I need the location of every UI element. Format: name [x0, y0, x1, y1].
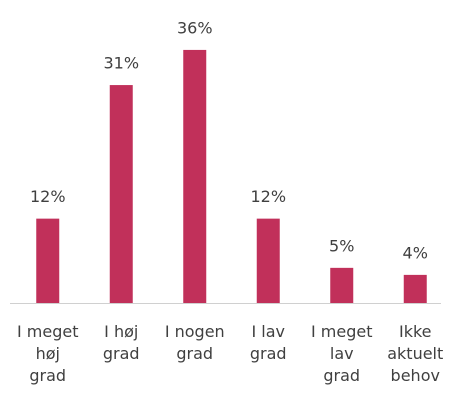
x-tick-label: I høj grad — [103, 322, 140, 363]
x-tick-label: Ikke aktuelt behov — [387, 322, 443, 385]
bar — [403, 274, 427, 303]
bar — [183, 49, 207, 303]
x-tick-label: I meget lav grad — [311, 322, 373, 385]
data-label: 36% — [177, 18, 213, 37]
bar — [109, 85, 133, 303]
data-label: 4% — [403, 243, 428, 262]
bar — [330, 267, 354, 303]
data-label: 31% — [103, 54, 139, 73]
x-tick-label: I lav grad — [250, 322, 287, 363]
x-tick-label: I meget høj grad — [17, 322, 79, 385]
data-label: 12% — [250, 187, 286, 206]
bar — [256, 218, 280, 303]
x-tick-label: I nogen grad — [165, 322, 225, 363]
data-label: 12% — [30, 187, 66, 206]
data-label: 5% — [329, 236, 354, 255]
bar — [36, 218, 60, 303]
